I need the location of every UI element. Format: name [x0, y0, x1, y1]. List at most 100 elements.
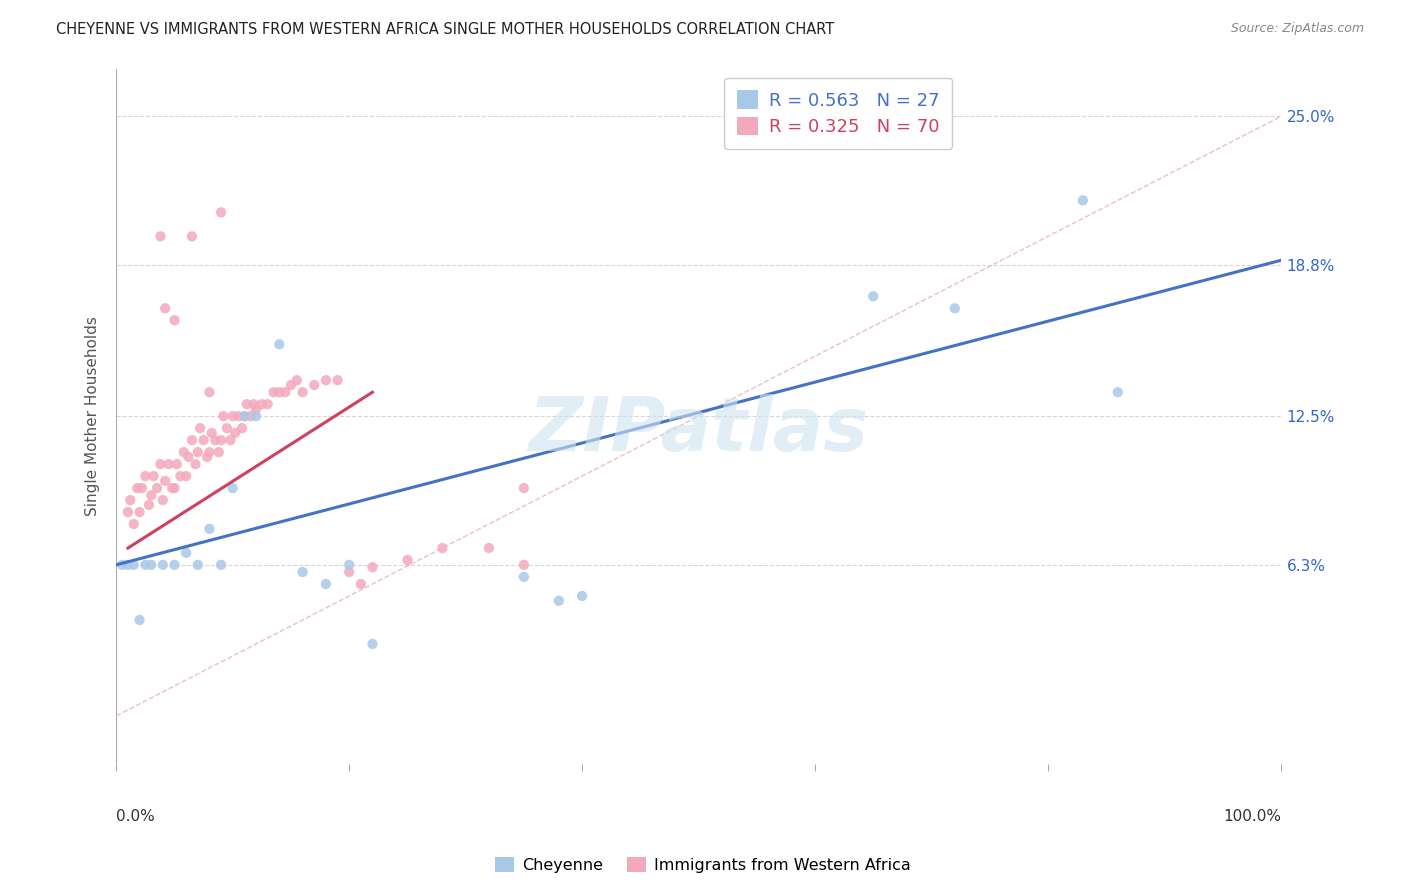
- Point: [198, 522, 221, 536]
- Point: [242, 397, 264, 411]
- Point: [187, 558, 209, 572]
- Point: [250, 397, 273, 411]
- Y-axis label: Single Mother Households: Single Mother Households: [86, 317, 100, 516]
- Point: [149, 229, 172, 244]
- Point: [239, 409, 262, 424]
- Point: [209, 205, 232, 219]
- Point: [166, 457, 188, 471]
- Point: [513, 570, 536, 584]
- Point: [131, 481, 153, 495]
- Point: [177, 450, 200, 464]
- Point: [233, 409, 256, 424]
- Point: [224, 425, 246, 440]
- Point: [163, 313, 186, 327]
- Point: [173, 445, 195, 459]
- Point: [269, 385, 291, 400]
- Point: [326, 373, 349, 387]
- Point: [174, 469, 197, 483]
- Point: [215, 421, 238, 435]
- Point: [141, 488, 163, 502]
- Point: [152, 493, 174, 508]
- Point: [396, 553, 419, 567]
- Point: [122, 558, 145, 572]
- Point: [146, 481, 169, 495]
- Point: [269, 337, 291, 351]
- Point: [198, 445, 221, 459]
- Point: [513, 481, 536, 495]
- Point: [128, 613, 150, 627]
- Text: 100.0%: 100.0%: [1223, 809, 1281, 824]
- Point: [142, 469, 165, 483]
- Point: [134, 558, 156, 572]
- Point: [111, 558, 134, 572]
- Point: [337, 558, 360, 572]
- Point: [120, 493, 142, 508]
- Point: [181, 433, 204, 447]
- Point: [157, 457, 180, 471]
- Point: [291, 565, 314, 579]
- Text: ZIPatlas: ZIPatlas: [529, 393, 869, 467]
- Point: [285, 373, 308, 387]
- Point: [231, 421, 253, 435]
- Point: [209, 433, 232, 447]
- Point: [201, 425, 224, 440]
- Point: [862, 289, 884, 303]
- Point: [274, 385, 297, 400]
- Point: [193, 433, 215, 447]
- Point: [571, 589, 593, 603]
- Point: [245, 409, 267, 424]
- Point: [169, 469, 191, 483]
- Point: [208, 445, 231, 459]
- Point: [432, 541, 454, 555]
- Point: [160, 481, 183, 495]
- Point: [187, 445, 209, 459]
- Point: [152, 558, 174, 572]
- Point: [222, 481, 245, 495]
- Point: [188, 421, 211, 435]
- Point: [291, 385, 314, 400]
- Point: [280, 378, 302, 392]
- Point: [198, 385, 221, 400]
- Point: [153, 301, 176, 316]
- Point: [228, 409, 250, 424]
- Point: [235, 397, 257, 411]
- Point: [219, 433, 242, 447]
- Point: [256, 397, 278, 411]
- Point: [181, 229, 204, 244]
- Point: [315, 373, 337, 387]
- Point: [149, 457, 172, 471]
- Legend: R = 0.563   N = 27, R = 0.325   N = 70: R = 0.563 N = 27, R = 0.325 N = 70: [724, 78, 952, 149]
- Point: [478, 541, 501, 555]
- Point: [212, 409, 235, 424]
- Text: 0.0%: 0.0%: [117, 809, 155, 824]
- Point: [233, 409, 256, 424]
- Point: [184, 457, 207, 471]
- Point: [513, 558, 536, 572]
- Point: [547, 594, 569, 608]
- Point: [141, 558, 163, 572]
- Point: [245, 402, 267, 417]
- Point: [943, 301, 966, 316]
- Point: [361, 637, 384, 651]
- Point: [128, 505, 150, 519]
- Point: [361, 560, 384, 574]
- Point: [117, 505, 139, 519]
- Point: [195, 450, 218, 464]
- Point: [134, 469, 156, 483]
- Point: [209, 558, 232, 572]
- Point: [174, 546, 197, 560]
- Point: [337, 565, 360, 579]
- Legend: Cheyenne, Immigrants from Western Africa: Cheyenne, Immigrants from Western Africa: [489, 851, 917, 880]
- Text: Source: ZipAtlas.com: Source: ZipAtlas.com: [1230, 22, 1364, 36]
- Text: CHEYENNE VS IMMIGRANTS FROM WESTERN AFRICA SINGLE MOTHER HOUSEHOLDS CORRELATION : CHEYENNE VS IMMIGRANTS FROM WESTERN AFRI…: [56, 22, 835, 37]
- Point: [1107, 385, 1129, 400]
- Point: [122, 517, 145, 532]
- Point: [350, 577, 373, 591]
- Point: [138, 498, 160, 512]
- Point: [315, 577, 337, 591]
- Point: [304, 378, 326, 392]
- Point: [163, 558, 186, 572]
- Point: [263, 385, 285, 400]
- Point: [153, 474, 176, 488]
- Point: [117, 558, 139, 572]
